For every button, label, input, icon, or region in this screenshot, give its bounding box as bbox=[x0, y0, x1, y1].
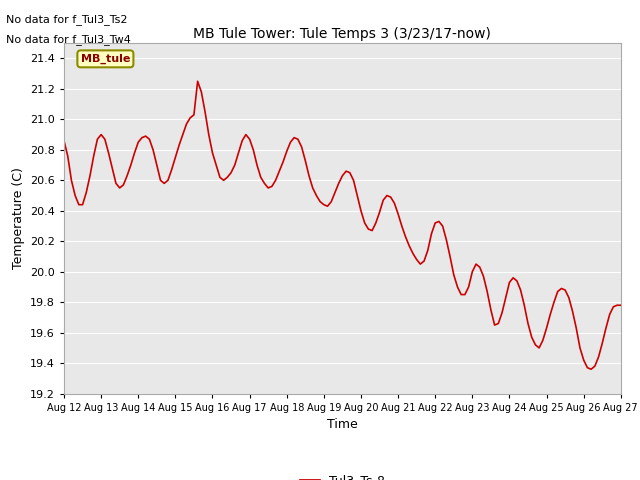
Text: No data for f_Tul3_Ts2: No data for f_Tul3_Ts2 bbox=[6, 14, 128, 25]
Title: MB Tule Tower: Tule Temps 3 (3/23/17-now): MB Tule Tower: Tule Temps 3 (3/23/17-now… bbox=[193, 27, 492, 41]
Text: No data for f_Tul3_Tw4: No data for f_Tul3_Tw4 bbox=[6, 34, 131, 45]
X-axis label: Time: Time bbox=[327, 418, 358, 431]
Y-axis label: Temperature (C): Temperature (C) bbox=[12, 168, 24, 269]
Text: MB_tule: MB_tule bbox=[81, 54, 130, 64]
Legend: Tul3_Ts-8: Tul3_Ts-8 bbox=[295, 469, 390, 480]
